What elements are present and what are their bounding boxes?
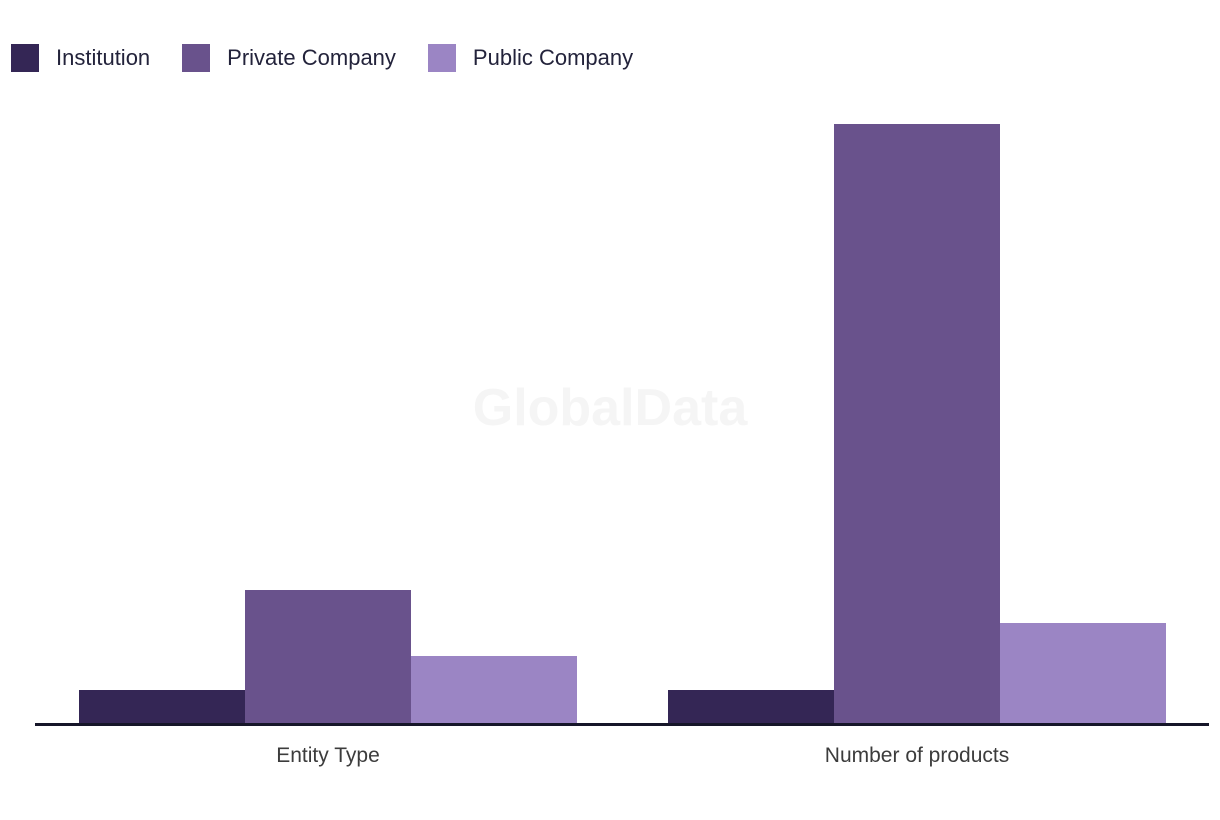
legend-label-institution: Institution — [56, 45, 151, 70]
legend-item-institution[interactable]: Institution — [11, 44, 150, 72]
bar-entity-type-public-company — [411, 656, 577, 723]
bar-number-of-products-public-company — [1000, 623, 1166, 723]
legend-item-public-company[interactable]: Public Company — [427, 44, 634, 72]
legend-swatch-institution-icon — [11, 44, 39, 72]
legend: Institution Private Company Public Compa… — [11, 44, 665, 72]
bar-number-of-products-private-company — [834, 124, 1000, 723]
legend-item-private-company[interactable]: Private Company — [182, 44, 396, 72]
legend-label-private-company: Private Company — [227, 45, 396, 70]
legend-label-public-company: Public Company — [472, 45, 634, 70]
x-axis-label-entity-type: Entity Type — [276, 744, 380, 767]
legend-swatch-public-company-icon — [427, 44, 456, 72]
x-axis-line — [35, 723, 1209, 726]
bar-number-of-products-institution — [668, 690, 834, 723]
legend-swatch-private-company-icon — [182, 44, 211, 72]
x-axis-label-number-of-products: Number of products — [824, 744, 1010, 767]
bar-entity-type-institution — [79, 690, 245, 723]
bar-entity-type-private-company — [245, 590, 411, 723]
